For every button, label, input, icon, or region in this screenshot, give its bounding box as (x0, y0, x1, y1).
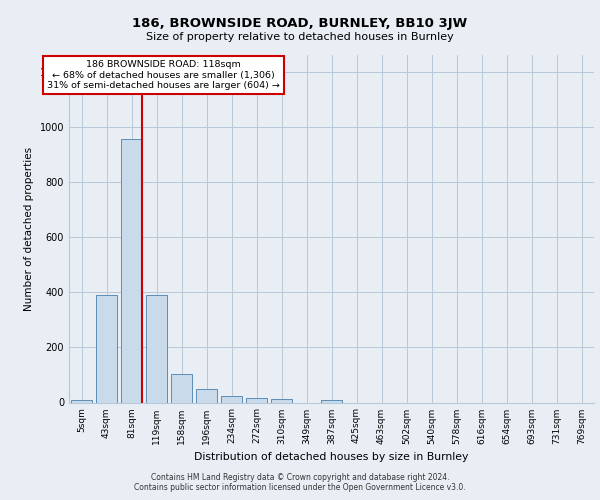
Bar (146, 295, 167, 403)
Text: 186 BROWNSIDE ROAD: 118sqm
← 68% of detached houses are smaller (1,306)
31% of s: 186 BROWNSIDE ROAD: 118sqm ← 68% of deta… (47, 60, 280, 90)
Bar (271, 399, 292, 402)
Y-axis label: Number of detached properties: Number of detached properties (24, 146, 34, 311)
Bar (221, 396, 242, 402)
Bar (321, 400, 342, 402)
Bar (196, 388, 217, 402)
X-axis label: Distribution of detached houses by size in Burnley: Distribution of detached houses by size … (194, 452, 469, 462)
Text: Contains HM Land Registry data © Crown copyright and database right 2024.
Contai: Contains HM Land Registry data © Crown c… (134, 473, 466, 492)
Bar (96, 295, 117, 403)
Bar (71, 400, 92, 402)
Text: 186, BROWNSIDE ROAD, BURNLEY, BB10 3JW: 186, BROWNSIDE ROAD, BURNLEY, BB10 3JW (133, 18, 467, 30)
Bar (121, 139, 142, 402)
Bar (246, 398, 267, 402)
Text: Size of property relative to detached houses in Burnley: Size of property relative to detached ho… (146, 32, 454, 42)
Bar (171, 374, 192, 402)
